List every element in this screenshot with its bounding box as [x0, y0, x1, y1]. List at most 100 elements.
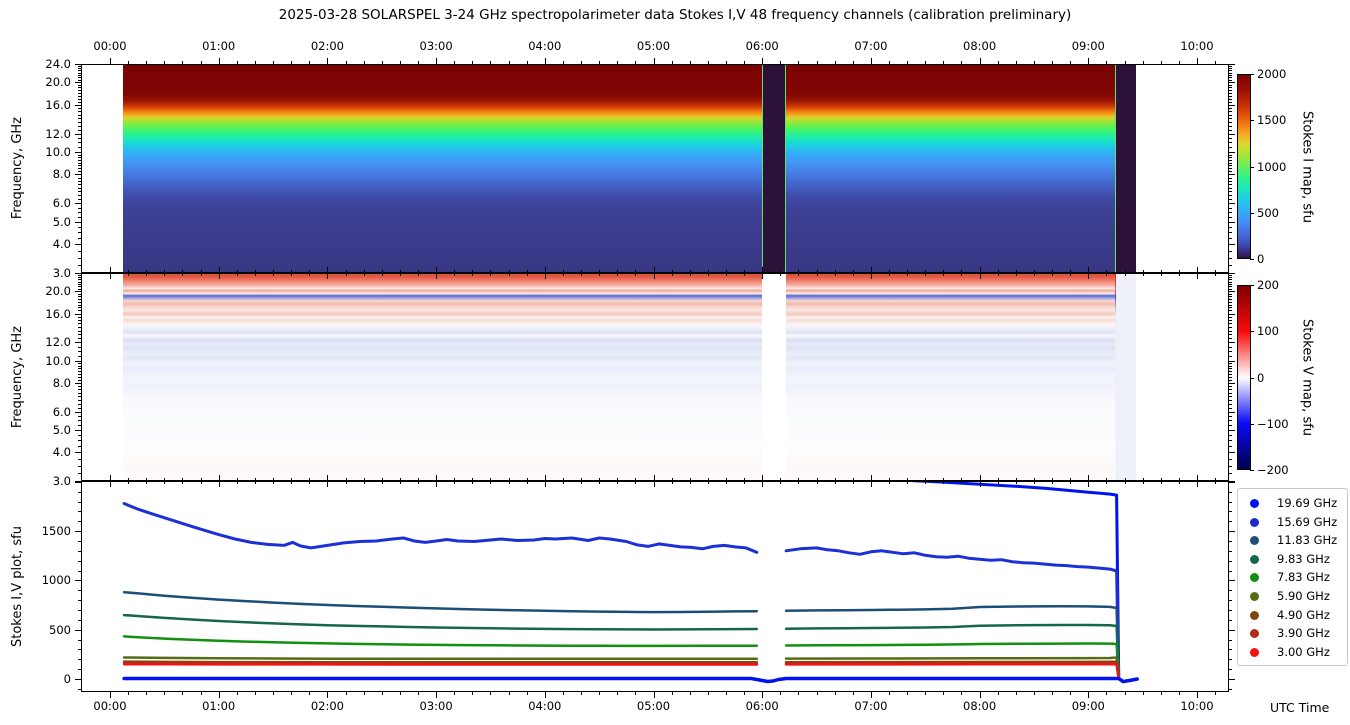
- y-minor-tick: [1229, 107, 1232, 109]
- y-minor-tick: [1229, 226, 1232, 228]
- x-minor-tick: [128, 270, 130, 273]
- y-major-tick: [75, 679, 81, 680]
- x-minor-tick: [1015, 273, 1017, 276]
- y-minor-tick: [1229, 95, 1232, 97]
- y-major-tick: [75, 452, 81, 454]
- x-minor-tick: [254, 61, 256, 64]
- y-minor-tick: [78, 154, 81, 156]
- y-minor-tick: [78, 570, 81, 572]
- y-minor-tick: [1229, 66, 1232, 68]
- x-tick-label: 02:00: [310, 699, 344, 713]
- x-minor-tick: [363, 270, 365, 273]
- y-major-tick: [1229, 82, 1235, 84]
- y-minor-tick: [1229, 590, 1232, 592]
- x-minor-tick: [907, 692, 909, 695]
- x-minor-tick: [1178, 481, 1180, 484]
- y-major-tick: [75, 481, 81, 483]
- y-minor-tick: [1229, 293, 1232, 295]
- x-major-tick: [1197, 481, 1198, 487]
- x-minor-tick: [236, 61, 238, 64]
- x-minor-tick: [200, 273, 202, 276]
- x-major-tick: [1197, 475, 1198, 481]
- y-minor-tick: [1229, 458, 1232, 460]
- x-minor-tick: [852, 61, 854, 64]
- x-minor-tick: [508, 692, 510, 695]
- x-minor-tick: [907, 61, 909, 64]
- y-minor-tick: [1229, 435, 1232, 437]
- legend-label: 4.90 GHz: [1277, 607, 1330, 622]
- y-major-tick: [75, 411, 81, 413]
- x-major-tick: [762, 273, 764, 279]
- legend-item: 11.83 GHz: [1238, 531, 1347, 550]
- x-minor-tick: [128, 273, 130, 276]
- legend-marker-dot: [1250, 554, 1259, 564]
- y-minor-tick: [1229, 277, 1232, 279]
- series-11.83-ghz: [784, 605, 1120, 680]
- x-minor-tick: [599, 481, 601, 484]
- x-minor-tick: [309, 692, 311, 695]
- x-minor-tick: [1124, 692, 1126, 695]
- x-minor-tick: [834, 692, 836, 695]
- legend-item: 3.90 GHz: [1238, 624, 1347, 643]
- x-minor-tick: [1033, 61, 1035, 64]
- series-5.90-ghz: [784, 656, 1120, 680]
- legend-marker-dot: [1250, 517, 1259, 527]
- x-minor-tick: [889, 61, 891, 64]
- x-minor-tick: [381, 270, 383, 273]
- y-major-tick: [1229, 452, 1235, 454]
- x-minor-tick: [254, 273, 256, 276]
- x-minor-tick: [1070, 692, 1072, 695]
- y-minor-tick: [78, 288, 81, 290]
- x-minor-tick: [562, 692, 564, 695]
- x-major-tick: [436, 267, 438, 273]
- x-major-tick: [653, 58, 655, 64]
- series-4.90-ghz: [122, 660, 759, 664]
- x-minor-tick: [816, 270, 818, 273]
- x-minor-tick: [200, 61, 202, 64]
- y-major-tick: [1229, 382, 1235, 384]
- x-major-tick: [436, 692, 438, 698]
- y-minor-tick: [78, 407, 81, 409]
- x-minor-tick: [997, 478, 999, 481]
- y-minor-tick: [1229, 334, 1232, 336]
- x-minor-tick: [417, 270, 419, 273]
- colorbar-tick: [1250, 377, 1254, 379]
- y-minor-tick: [1229, 154, 1232, 156]
- y-minor-tick: [78, 540, 81, 542]
- y-minor-tick: [1229, 560, 1232, 562]
- x-minor-tick: [889, 270, 891, 273]
- y-minor-tick: [1229, 118, 1232, 120]
- colorbar-tick-label: −200: [1257, 463, 1289, 477]
- y-minor-tick: [78, 590, 81, 592]
- x-minor-tick: [309, 481, 311, 484]
- y-major-tick: [75, 291, 81, 293]
- y-major-tick: [1229, 203, 1235, 205]
- y-minor-tick: [1229, 101, 1232, 103]
- x-minor-tick: [399, 478, 401, 481]
- y-major-tick: [75, 64, 81, 65]
- x-major-tick: [979, 475, 981, 481]
- y-major-tick: [1229, 133, 1235, 135]
- x-major-tick: [1088, 475, 1090, 481]
- x-tick-label: 03:00: [419, 39, 453, 53]
- x-tick-label: 04:00: [528, 699, 562, 713]
- series-3.00-ghz: [784, 662, 1120, 681]
- y-minor-tick: [1229, 446, 1232, 448]
- x-minor-tick: [526, 481, 528, 484]
- x-major-tick: [979, 481, 981, 487]
- sfu-tick-label: 0: [63, 672, 71, 686]
- y-minor-tick: [1229, 465, 1232, 467]
- utc-time-label: UTC Time: [1270, 700, 1330, 715]
- x-minor-tick: [617, 481, 619, 484]
- x-minor-tick: [399, 270, 401, 273]
- x-minor-tick: [309, 61, 311, 64]
- x-minor-tick: [291, 478, 293, 481]
- x-minor-tick: [925, 61, 927, 64]
- y-major-tick: [1229, 104, 1235, 106]
- x-major-tick: [1088, 481, 1090, 487]
- x-minor-tick: [472, 481, 474, 484]
- y-minor-tick: [1229, 137, 1232, 139]
- legend-label: 3.90 GHz: [1277, 626, 1330, 641]
- series-3.90-ghz: [784, 662, 1120, 680]
- y-minor-tick: [1229, 386, 1232, 388]
